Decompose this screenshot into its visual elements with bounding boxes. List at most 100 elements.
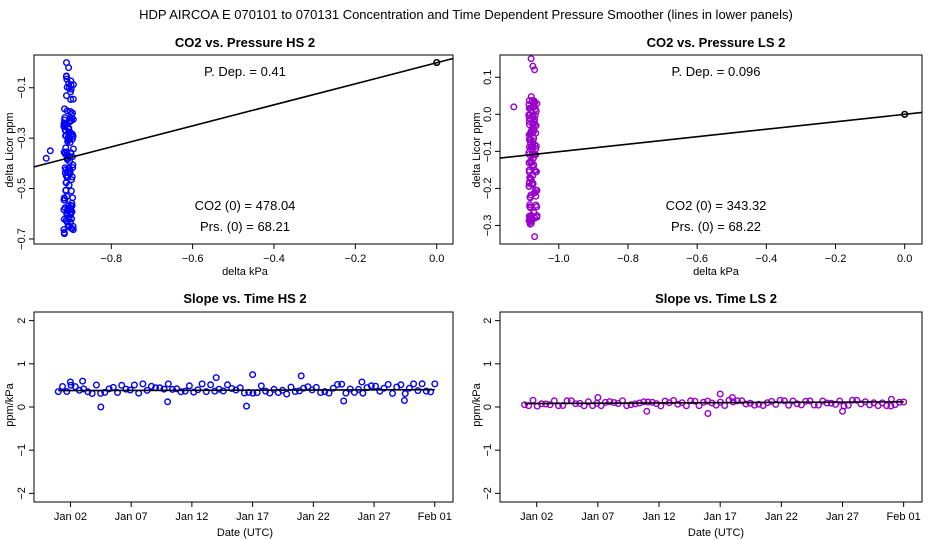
panel-title: CO2 vs. Pressure HS 2 <box>175 35 315 50</box>
data-point <box>526 194 534 202</box>
data-point <box>65 80 73 88</box>
data-point <box>526 174 534 182</box>
data-point <box>60 228 68 236</box>
data-point <box>531 66 539 74</box>
x-tick-label: −1.0 <box>548 253 570 265</box>
smoother-line <box>524 401 904 405</box>
data-point <box>340 397 348 405</box>
data-point <box>291 388 299 396</box>
smoother-line <box>58 388 435 392</box>
data-point <box>532 186 540 194</box>
data-point <box>65 64 73 72</box>
data-point <box>883 402 891 410</box>
pressure-zero-annotation: Prs. (0) = 68.21 <box>200 219 290 234</box>
data-point <box>526 204 534 212</box>
y-tick-label: −0.5 <box>16 178 28 200</box>
data-point <box>533 213 541 221</box>
x-tick-label: Jan 12 <box>642 511 675 523</box>
data-point <box>405 384 413 392</box>
data-point <box>887 402 895 410</box>
data-point <box>849 396 857 404</box>
data-point <box>384 380 392 388</box>
data-point <box>380 384 388 392</box>
data-point <box>185 382 193 390</box>
data-point <box>160 385 168 393</box>
reference-point <box>433 58 441 67</box>
data-point <box>772 400 780 408</box>
data-point <box>521 401 529 409</box>
data-point <box>207 381 215 389</box>
y-tick-label: −1 <box>16 444 28 457</box>
data-point <box>249 371 257 379</box>
x-tick-label: −0.4 <box>755 253 777 265</box>
data-point <box>242 402 250 410</box>
data-point <box>60 194 68 202</box>
data-point <box>528 112 536 120</box>
data-point <box>839 407 847 415</box>
data-point <box>422 387 430 395</box>
data-point <box>61 149 69 157</box>
data-point <box>177 388 185 396</box>
y-tick-label: 0 <box>482 404 494 410</box>
data-point <box>531 233 539 241</box>
data-point <box>71 383 79 391</box>
data-point <box>92 381 100 389</box>
pressure-dependence-annotation: P. Dep. = 0.096 <box>671 64 760 79</box>
data-point <box>257 382 265 390</box>
x-tick-label: −0.6 <box>686 253 708 265</box>
data-point <box>118 381 126 389</box>
y-tick-label: −0.2 <box>482 178 494 200</box>
data-point <box>135 389 143 397</box>
data-point <box>530 134 538 142</box>
data-point <box>525 182 533 190</box>
data-point <box>584 398 592 406</box>
data-point <box>202 388 210 396</box>
y-tick-label: −1 <box>482 444 494 457</box>
data-point <box>63 388 71 396</box>
fit-line <box>33 57 454 168</box>
reference-point <box>901 110 909 118</box>
x-tick-label: Jan 07 <box>115 511 148 523</box>
data-point <box>802 397 810 405</box>
figure-suptitle: HDP AIRCOA E 070101 to 070131 Concentrat… <box>139 7 793 22</box>
data-point <box>59 383 67 391</box>
x-tick-label: −0.2 <box>345 253 367 265</box>
y-axis-label: delta Licor ppm <box>4 112 16 187</box>
data-point <box>66 107 74 115</box>
data-point <box>66 138 74 146</box>
data-point <box>62 72 70 80</box>
data-point <box>527 175 535 183</box>
data-point <box>836 397 844 405</box>
co2-zero-annotation: CO2 (0) = 478.04 <box>195 198 296 213</box>
y-tick-label: −0.1 <box>16 77 28 99</box>
x-tick-label: 0.0 <box>897 253 912 265</box>
data-point <box>69 163 77 171</box>
data-point <box>69 95 77 103</box>
x-axis-label: Date (UTC) <box>217 527 273 539</box>
panel-title: Slope vs. Time HS 2 <box>183 291 306 306</box>
data-point <box>527 55 535 63</box>
data-point <box>67 187 75 195</box>
data-point <box>46 147 54 155</box>
data-point <box>627 401 635 409</box>
data-point <box>527 215 535 223</box>
y-axis-label: ppm/kPa <box>471 382 483 426</box>
y-tick-label: −2 <box>482 487 494 500</box>
data-point <box>69 226 77 234</box>
data-point <box>54 388 62 396</box>
x-tick-label: Jan 02 <box>54 511 87 523</box>
y-tick-label: −0.3 <box>482 215 494 237</box>
pressure-zero-annotation: Prs. (0) = 68.22 <box>671 219 761 234</box>
data-point <box>640 398 648 406</box>
data-point <box>130 381 138 389</box>
data-point <box>528 96 536 104</box>
panel-slope-vs-time-ls2: Slope vs. Time LS 2 Date (UTC) ppm/kPa J… <box>471 291 923 539</box>
data-point <box>594 394 602 402</box>
pressure-dependence-annotation: P. Dep. = 0.41 <box>204 64 286 79</box>
x-tick-label: Jan 22 <box>765 511 798 523</box>
data-point <box>397 381 405 389</box>
data-point <box>400 397 408 405</box>
y-tick-label: 0.0 <box>482 107 494 122</box>
data-point <box>68 173 76 181</box>
data-point <box>367 382 375 390</box>
